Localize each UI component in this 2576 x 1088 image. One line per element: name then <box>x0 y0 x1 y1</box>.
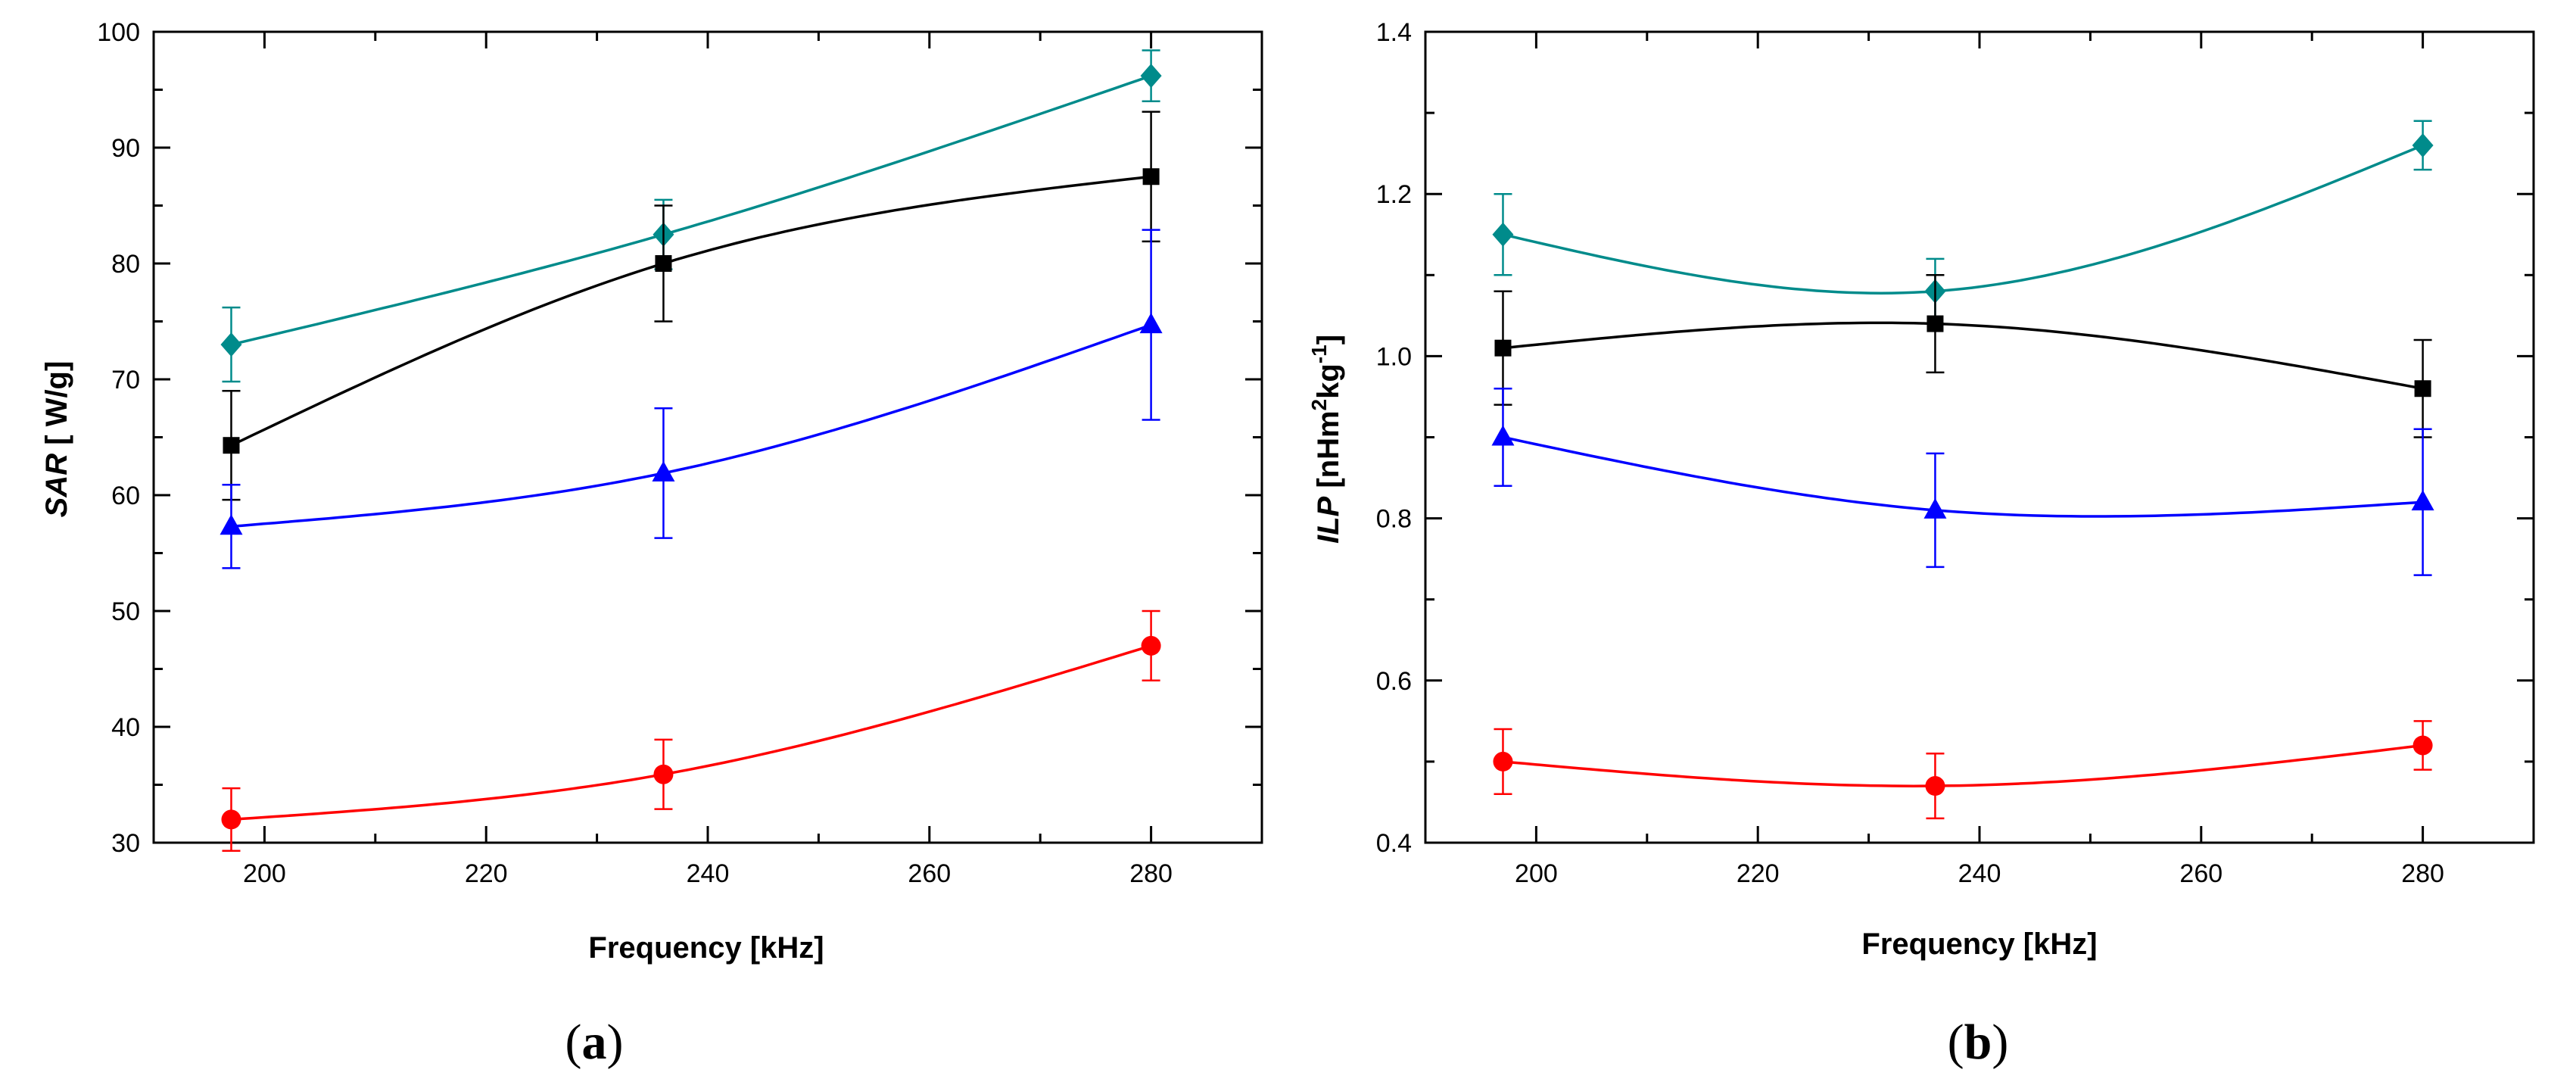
panel-b-y-tick-label: 0.4 <box>1376 829 1412 858</box>
panel-a-x-tick-label: 200 <box>243 859 286 888</box>
panel-a-x-tick-label: 280 <box>1129 859 1173 888</box>
caption-b-close: ) <box>1992 1015 2008 1070</box>
panel-a-y-tick-label: 100 <box>97 18 140 47</box>
panel-a-y-tick-label: 90 <box>111 134 140 163</box>
caption-b-letter: b <box>1964 1015 1992 1070</box>
panel-b-ylabel-unit: [nHm <box>1312 410 1345 496</box>
panel-a-y-tick-label: 30 <box>111 829 140 858</box>
panel-a-point-red-circle <box>653 764 674 784</box>
panel-a-xlabel: Frequency [kHz] <box>588 931 824 965</box>
caption-b-open: ( <box>1948 1015 1964 1070</box>
panel-a-series-blue-triangle <box>220 229 1163 569</box>
caption-a-open: ( <box>565 1015 582 1070</box>
panel-b-x-tick-label: 260 <box>2179 859 2222 888</box>
panel-b-point-blue-triangle <box>1491 425 1515 446</box>
panel-a-point-teal-diamond <box>220 332 242 357</box>
panel-a-line-red-circle <box>231 644 1152 821</box>
panel-b-point-black-square <box>1494 339 1512 357</box>
panel-b-ylabel: ILP [nHm2kg-1] <box>1307 335 1345 544</box>
panel-b-series-black-square <box>1494 274 2432 438</box>
caption-b: (b) <box>1948 1015 2009 1070</box>
panel-a-x-tick-label: 260 <box>908 859 951 888</box>
panel-a-point-black-square <box>1142 168 1160 185</box>
panel-b-point-black-square <box>2414 380 2431 397</box>
panel-a-x-tick-label: 220 <box>465 859 508 888</box>
panel-b-ylabel-italic: ILP <box>1312 496 1345 544</box>
panel-b-point-teal-diamond <box>2412 132 2434 157</box>
panel-b-y-tick-label: 0.8 <box>1376 505 1412 534</box>
panel-a-point-teal-diamond <box>1140 64 1162 89</box>
panel-a-series-teal-diamond <box>220 49 1162 383</box>
panel-b-point-red-circle <box>1493 751 1513 772</box>
chart-panel-b: ILP [nHm2kg-1] Frequency [kHz] 200 220 240… <box>1307 18 2535 961</box>
panel-a-series-black-square <box>222 111 1160 501</box>
panel-a-y-tick-label: 60 <box>111 482 140 510</box>
panel-b-ylabel-mid: kg <box>1312 363 1345 399</box>
panel-b-series-red-circle <box>1493 720 2433 820</box>
panel-b-plot-frame <box>1424 30 2535 844</box>
panel-a-x-tick-label: 240 <box>687 859 730 888</box>
panel-b-y-tick-label: 1.2 <box>1376 180 1412 209</box>
caption-a-letter: a <box>582 1015 607 1070</box>
panel-b-x-tick-label: 280 <box>2401 859 2444 888</box>
panel-a-ylabel-unit: [ W/g] <box>40 361 73 454</box>
panel-b-point-red-circle <box>1925 776 1945 797</box>
panel-b-line-teal-diamond <box>1503 144 2424 295</box>
panel-a-point-red-circle <box>221 809 241 830</box>
panel-b-line-black-square <box>1503 321 2423 390</box>
panel-a-ylabel-italic: SAR <box>40 454 73 518</box>
panel-b-xlabel: Frequency [kHz] <box>1861 927 2097 961</box>
panel-b-point-black-square <box>1927 315 1944 332</box>
panel-b-series-teal-diamond <box>1492 120 2434 325</box>
panel-a-point-blue-triangle <box>220 514 243 535</box>
panel-b-ylabel-sup2: -1 <box>1307 344 1331 363</box>
panel-a-point-blue-triangle <box>1139 313 1163 334</box>
panel-a-point-red-circle <box>1141 635 1161 656</box>
panel-b-line-blue-triangle <box>1503 435 2423 518</box>
panel-b-ylabel-end: ] <box>1312 335 1345 344</box>
panel-b-y-tick-label: 1.0 <box>1376 342 1412 371</box>
panel-b-point-teal-diamond <box>1492 222 1514 247</box>
panel-b-series-blue-triangle <box>1491 387 2434 576</box>
panel-a-line-teal-diamond <box>231 74 1152 346</box>
panel-a-plot-frame <box>152 30 1263 844</box>
panel-a-ylabel: SAR [ W/g] <box>40 361 73 518</box>
panel-b-ylabel-sup1: 2 <box>1307 399 1331 411</box>
panel-b-line-red-circle <box>1503 744 2423 787</box>
chart-panel-a: SAR [ W/g] Frequency [kHz] 200 220 240 260 2… <box>40 18 1263 965</box>
panel-a-point-black-square <box>655 255 672 272</box>
panel-a-line-blue-triangle <box>231 323 1152 528</box>
panel-b-x-tick-label: 200 <box>1515 859 1558 888</box>
caption-a-close: ) <box>607 1015 624 1070</box>
caption-a: (a) <box>565 1015 624 1070</box>
panel-b-y-tick-label: 1.4 <box>1376 18 1412 47</box>
panel-b-point-blue-triangle <box>1923 497 1947 519</box>
panel-a-point-blue-triangle <box>652 460 675 482</box>
panel-a-y-tick-label: 50 <box>111 597 140 626</box>
panel-a-y-tick-label: 80 <box>111 250 140 279</box>
panel-a-point-black-square <box>223 437 240 454</box>
panel-a-y-tick-label: 40 <box>111 713 140 742</box>
panel-b-point-blue-triangle <box>2411 490 2434 511</box>
panel-b-x-tick-label: 220 <box>1737 859 1780 888</box>
panel-a-series-red-circle <box>221 609 1161 852</box>
panel-b-y-tick-label: 0.6 <box>1376 667 1412 696</box>
panel-b-x-tick-label: 240 <box>1958 859 2001 888</box>
panel-b-point-red-circle <box>2412 735 2433 756</box>
panel-a-y-tick-label: 70 <box>111 366 140 394</box>
